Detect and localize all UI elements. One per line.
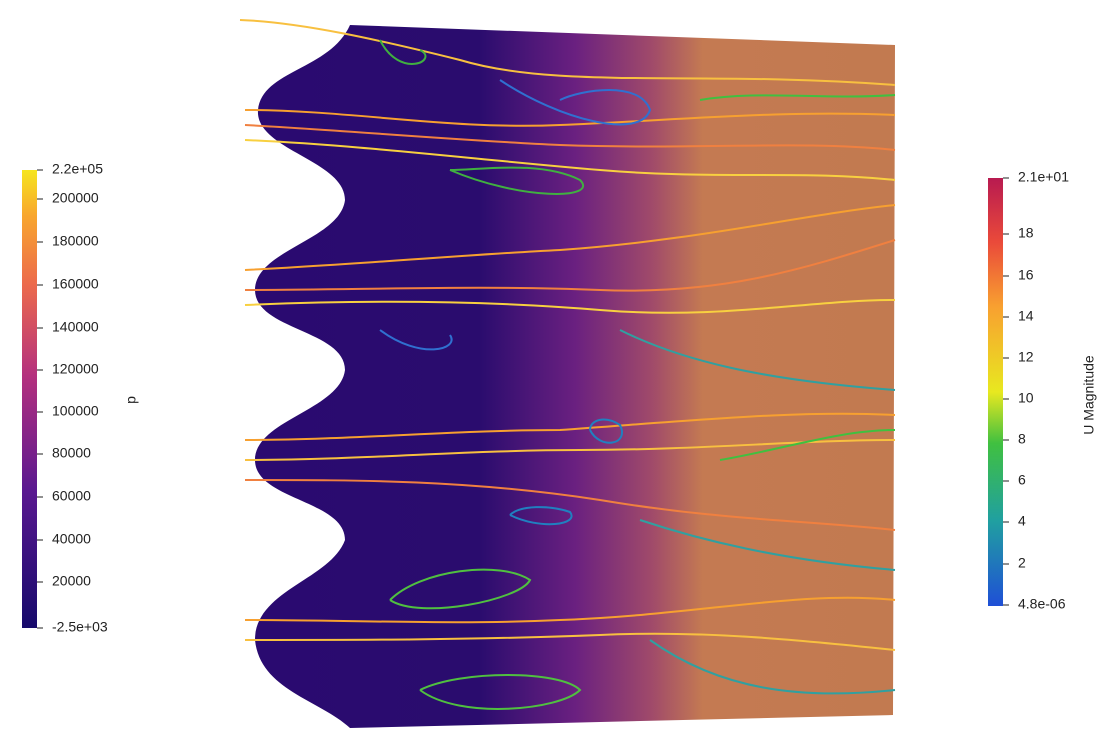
flow-field bbox=[240, 20, 895, 728]
tick-label: 100000 bbox=[52, 403, 99, 419]
tick-label: 80000 bbox=[52, 445, 91, 461]
tick-label: 200000 bbox=[52, 190, 99, 206]
tick-label: 10 bbox=[1018, 390, 1034, 406]
domain bbox=[255, 25, 895, 728]
colorbar-title: p bbox=[123, 396, 139, 404]
tick-label: 8 bbox=[1018, 431, 1026, 447]
tick-label: 180000 bbox=[52, 233, 99, 249]
tick-label: 2 bbox=[1018, 555, 1026, 571]
tick-label: 14 bbox=[1018, 308, 1034, 324]
visualization: 2.2e+05 200000 180000 160000 140000 120000 100… bbox=[0, 0, 1097, 732]
colorbar-u bbox=[988, 178, 1003, 606]
colorbar-title: U Magnitude bbox=[1081, 355, 1097, 435]
tick-label: 4 bbox=[1018, 513, 1026, 529]
tick-label: 4.8e-06 bbox=[1018, 596, 1066, 612]
tick-label: 2.2e+05 bbox=[52, 161, 103, 177]
tick-label: 2.1e+01 bbox=[1018, 169, 1069, 185]
tick-label: 18 bbox=[1018, 225, 1034, 241]
tick-label: 16 bbox=[1018, 267, 1034, 283]
tick-label: 60000 bbox=[52, 488, 91, 504]
tick-label: 6 bbox=[1018, 472, 1026, 488]
tick-label: 140000 bbox=[52, 319, 99, 335]
tick-label: 120000 bbox=[52, 361, 99, 377]
tick-label: -2.5e+03 bbox=[52, 619, 108, 635]
tick-label: 20000 bbox=[52, 573, 91, 589]
colorbar-p bbox=[22, 170, 37, 628]
tick-label: 160000 bbox=[52, 276, 99, 292]
tick-label: 40000 bbox=[52, 531, 91, 547]
tick-label: 12 bbox=[1018, 349, 1034, 365]
